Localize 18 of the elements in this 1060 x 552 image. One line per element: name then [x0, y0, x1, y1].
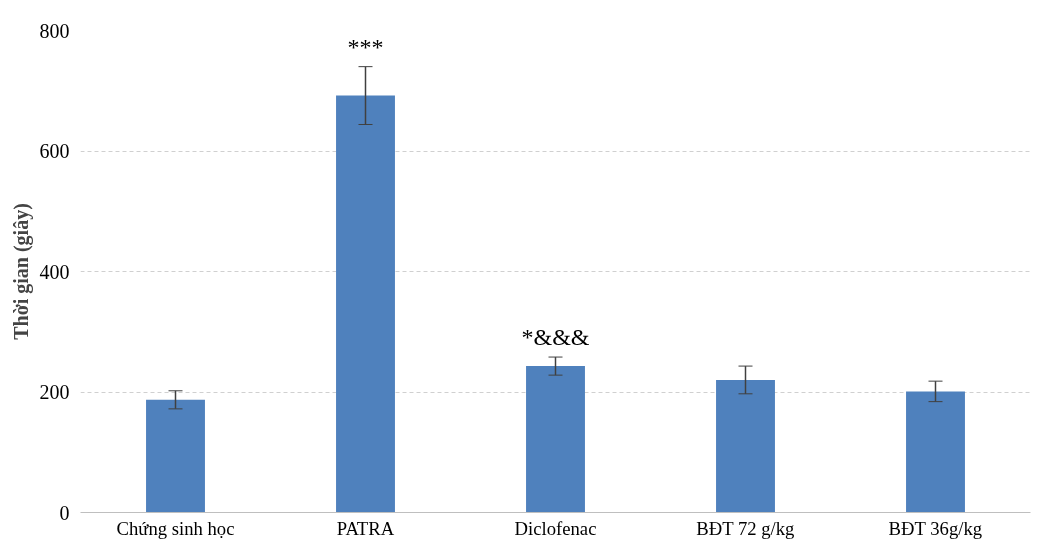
x-tick-label: BĐT 72 g/kg [696, 517, 795, 539]
y-tick-label: 200 [39, 381, 70, 403]
bar [716, 379, 775, 513]
bar [906, 391, 965, 513]
bar [146, 399, 205, 513]
x-tick-label: Diclofenac [514, 517, 597, 539]
y-tick-label: 0 [59, 501, 70, 524]
y-tick-label: 600 [39, 140, 70, 162]
bar [336, 95, 395, 513]
x-tick-label: BĐT 36g/kg [888, 517, 983, 539]
bar [526, 366, 585, 513]
x-tick-label: PATRA [336, 517, 395, 539]
y-axis-title: Thời gian (giây) [9, 203, 33, 340]
x-tick-label: Chứng sinh học [116, 517, 235, 539]
annotation: *** [347, 34, 384, 61]
y-tick-label: 800 [39, 19, 70, 42]
annotation: *&&& [521, 324, 590, 351]
y-tick-label: 400 [39, 260, 70, 283]
